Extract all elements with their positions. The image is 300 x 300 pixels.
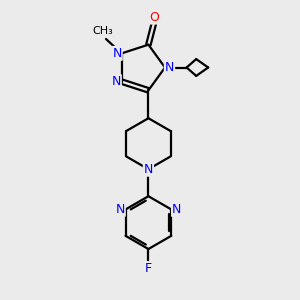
Text: N: N bbox=[112, 47, 122, 60]
Text: N: N bbox=[144, 163, 153, 176]
Text: N: N bbox=[116, 203, 125, 216]
Text: O: O bbox=[149, 11, 159, 24]
Text: CH₃: CH₃ bbox=[93, 26, 113, 36]
Text: N: N bbox=[172, 203, 182, 216]
Text: N: N bbox=[112, 75, 121, 88]
Text: N: N bbox=[165, 61, 174, 74]
Text: F: F bbox=[145, 262, 152, 275]
